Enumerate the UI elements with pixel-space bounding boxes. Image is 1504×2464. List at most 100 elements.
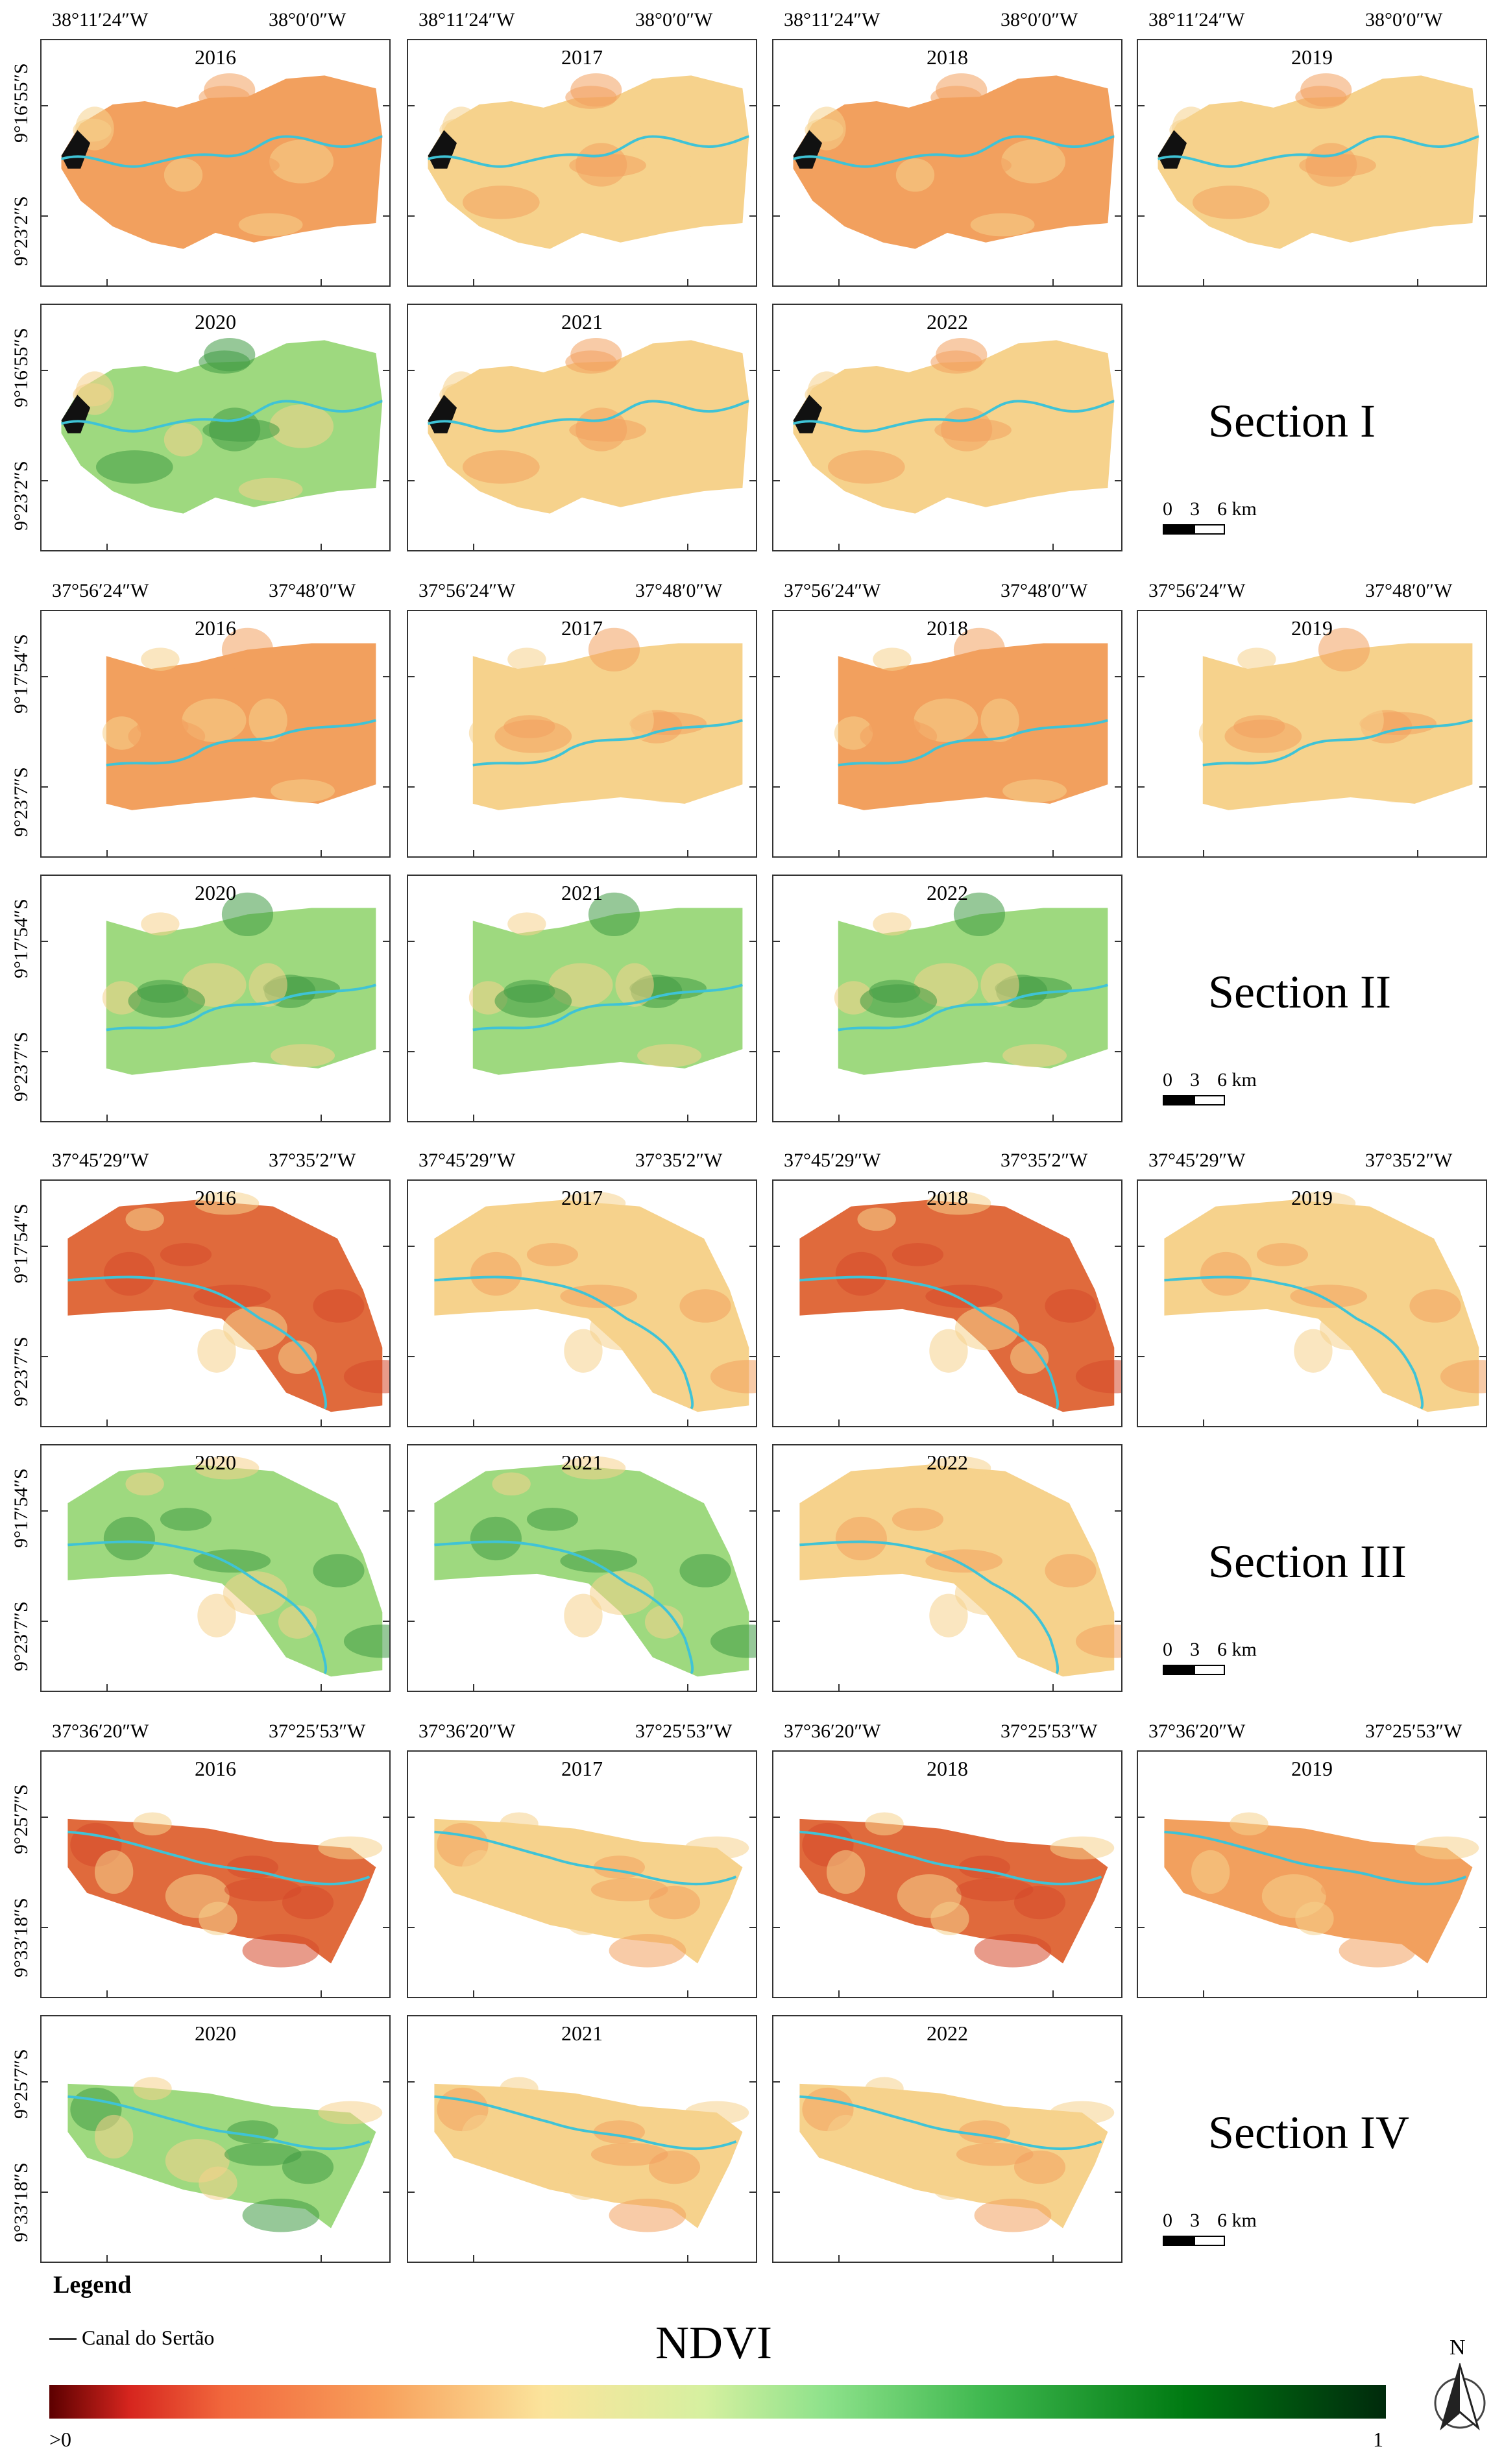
panel-year-label: 2019 — [1291, 1757, 1333, 1780]
ndvi-patch — [141, 647, 180, 671]
axis-tick — [773, 105, 780, 106]
lon-label-east: 37°35′2″W — [269, 1150, 356, 1171]
lon-label-west: 37°45′29″W — [52, 1150, 149, 1171]
ndvi-patch — [710, 1360, 756, 1394]
ndvi-patch — [974, 1934, 1052, 1968]
ndvi-patch — [507, 647, 546, 671]
axis-tick — [749, 1051, 756, 1052]
ndvi-patch — [249, 963, 287, 1007]
ndvi-raster — [1198, 627, 1473, 810]
ndvi-patch — [197, 1593, 236, 1637]
ndvi-patch — [929, 1593, 968, 1637]
ndvi-patch — [589, 1571, 654, 1615]
axis-tick — [773, 786, 780, 788]
canal-do-sertao-line — [792, 400, 1115, 433]
ndvi-patch — [470, 1251, 522, 1296]
ndvi-patch — [530, 423, 570, 457]
panel-year-label: 2018 — [927, 1186, 968, 1209]
scale-label-6: 6 km — [1217, 1639, 1257, 1660]
north-arrow-icon — [1434, 2363, 1486, 2431]
lon-label-east: 37°48′0″W — [635, 580, 723, 601]
ndvi-patch — [941, 143, 993, 187]
axis-tick — [383, 1356, 389, 1357]
axis-tick — [42, 1817, 48, 1818]
map-panel-2021: 2021 — [407, 875, 757, 1122]
ndvi-patch — [271, 1044, 335, 1067]
ndvi-patch — [1319, 1306, 1384, 1351]
map-panel-2020: 2020 — [40, 304, 391, 551]
axis-tick — [408, 1510, 415, 1512]
axis-tick — [687, 2255, 688, 2262]
axis-tick — [42, 2192, 48, 2193]
lon-label-east: 37°35′2″W — [1001, 1150, 1088, 1171]
legend-title: Legend — [53, 2271, 132, 2299]
ndvi-patch — [980, 698, 1019, 742]
axis-tick — [42, 1927, 48, 1928]
canal-do-sertao-line — [427, 135, 749, 168]
map-panel-2020: 2020 — [40, 875, 391, 1122]
axis-tick — [383, 1246, 389, 1247]
ndvi-patch — [1001, 139, 1066, 184]
axis-tick — [749, 370, 756, 371]
axis-tick — [773, 1927, 780, 1928]
lon-label-west: 37°56′24″W — [418, 580, 516, 601]
canal-do-sertao-line — [67, 1830, 370, 1886]
axis-tick — [773, 941, 780, 942]
axis-tick — [383, 2192, 389, 2193]
ndvi-patch — [895, 423, 935, 457]
panel-year-label: 2018 — [927, 45, 968, 69]
canal-do-sertao-line — [838, 984, 1108, 1032]
panel-year-label: 2020 — [195, 881, 236, 904]
axis-tick — [1115, 480, 1121, 481]
lat-label: 9°25′7″S — [10, 2049, 32, 2119]
canal-do-sertao-line — [1164, 1275, 1424, 1410]
ndvi-patch — [930, 350, 982, 374]
north-label: N — [1449, 2336, 1466, 2360]
map-panel-2022: 2022 — [772, 875, 1122, 1122]
ndvi-patch — [1045, 1554, 1097, 1588]
canal-line-label: Canal do Sertão — [82, 2326, 215, 2349]
ndvi-patch — [223, 1571, 287, 1615]
axis-tick — [1417, 279, 1418, 285]
scale-bar-black — [1163, 1665, 1194, 1675]
canal-do-sertao-line — [106, 719, 376, 767]
ndvi-patch — [95, 450, 173, 484]
ndvi-raster — [468, 892, 743, 1075]
axis-tick — [749, 105, 756, 106]
ndvi-patch — [615, 963, 654, 1007]
lat-label: 9°33′18″S — [10, 2162, 32, 2242]
ndvi-patch — [269, 139, 334, 184]
axis-tick — [1115, 1051, 1121, 1052]
ndvi-patch — [857, 1207, 896, 1231]
panel-year-label: 2019 — [1291, 45, 1333, 69]
axis-tick — [1052, 1684, 1054, 1691]
ndvi-raster — [799, 2077, 1115, 2232]
canal-do-sertao-line — [1157, 135, 1479, 168]
panel-year-label: 2016 — [195, 616, 236, 640]
ndvi-patch — [1295, 86, 1347, 109]
lon-label-west: 38°11′24″W — [1148, 9, 1245, 30]
ndvi-patch — [605, 477, 670, 501]
axis-tick — [383, 215, 389, 217]
axis-tick — [1203, 1990, 1204, 1997]
axis-tick — [42, 1356, 48, 1357]
ndvi-patch — [1237, 647, 1276, 671]
ndvi-patch — [589, 1306, 654, 1351]
lat-label: 9°16′55″S — [10, 63, 32, 143]
lon-label-west: 37°36′20″W — [784, 1721, 881, 1742]
axis-tick — [687, 279, 688, 285]
canal-do-sertao-line — [838, 719, 1108, 767]
ndvi-patch — [462, 450, 540, 484]
axis-tick — [321, 850, 322, 856]
water-body — [428, 394, 457, 433]
ndvi-patch — [500, 2077, 539, 2101]
water-body — [61, 394, 91, 433]
axis-tick — [473, 544, 474, 550]
ndvi-patch — [242, 1934, 320, 1968]
axis-tick — [473, 2255, 474, 2262]
canal-do-sertao-line — [434, 1540, 694, 1674]
ndvi-patch — [1295, 1902, 1334, 1936]
ndvi-patch — [278, 1605, 317, 1639]
ndvi-patch — [929, 1329, 968, 1373]
axis-tick — [749, 1356, 756, 1357]
